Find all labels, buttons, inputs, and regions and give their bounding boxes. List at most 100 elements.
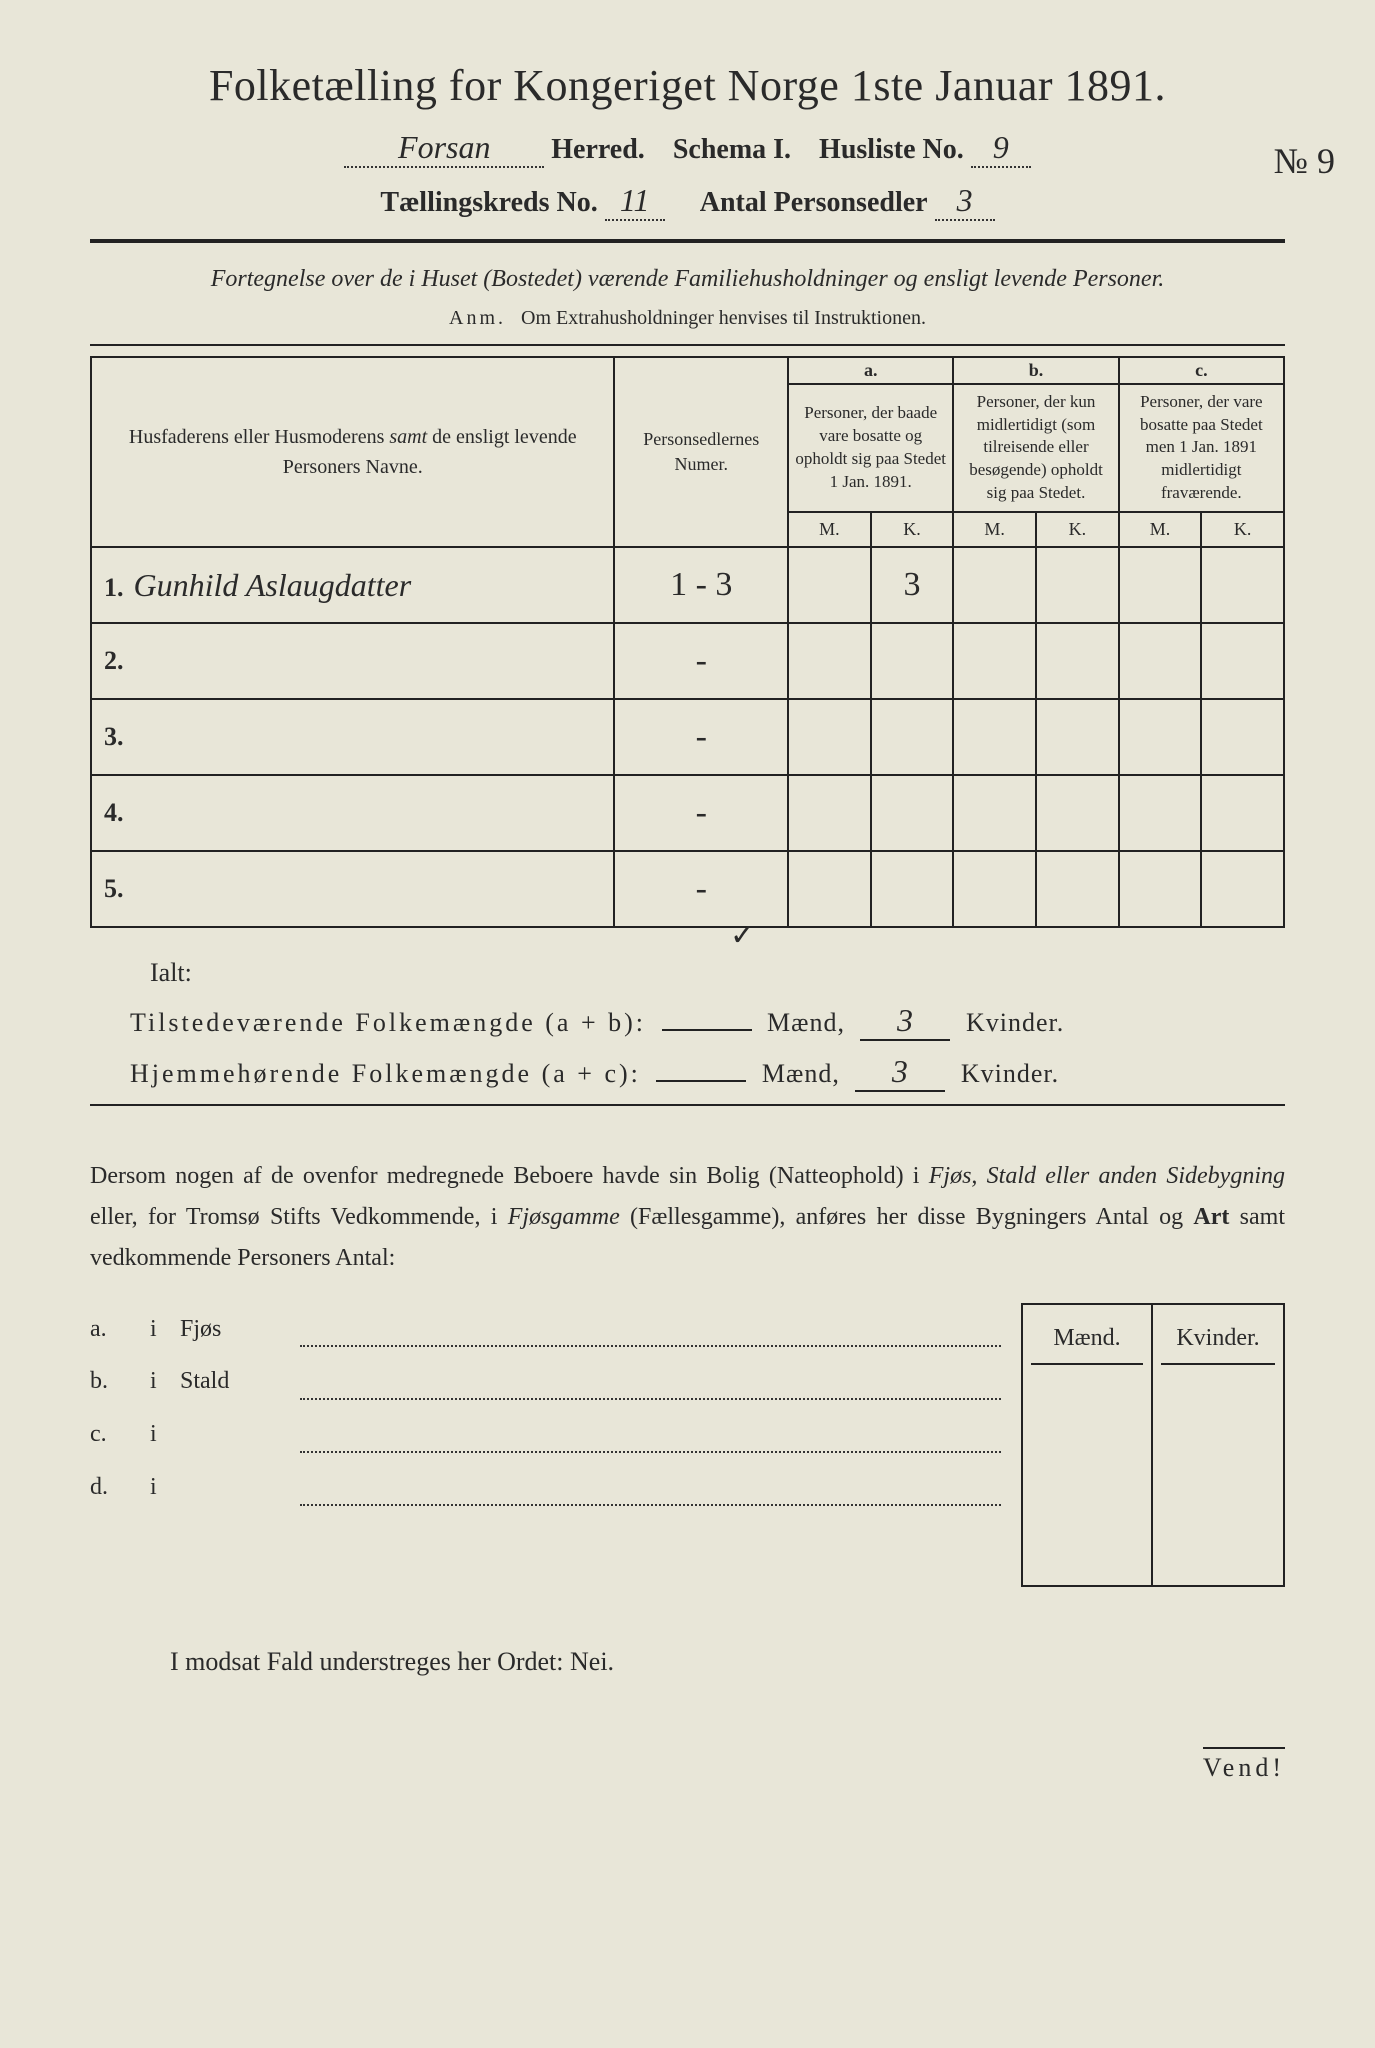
row-a-m [788,775,871,851]
row-c-m [1119,547,1202,623]
sum2-k: 3 [855,1053,945,1092]
sub-table: a.iFjøsb.iStaldc.id.i Mænd. Kvinder. [90,1303,1285,1587]
table-row: 3.- [91,699,1284,775]
divider [90,239,1285,243]
divider-thin-2 [90,1104,1285,1106]
census-form-page: Folketælling for Kongeriget Norge 1ste J… [90,60,1285,1677]
row-name: 4. [91,775,614,851]
sub-name [180,1461,300,1514]
vend-label: Vend! [1203,1747,1285,1783]
row-num-cell: - [614,699,788,775]
sub-dots [300,1355,1001,1400]
sum1-m [662,1029,752,1031]
row-num-cell: - [614,851,788,927]
table-row: 5.- [91,851,1284,927]
row-name: 3. [91,699,614,775]
sub-dots [300,1408,1001,1453]
sub-row: c.i [90,1408,1001,1461]
sub-list: a.iFjøsb.iStaldc.id.i [90,1303,1021,1514]
row-b-k [1036,623,1119,699]
col-a-text: Personer, der baade vare bosatte og opho… [788,384,953,513]
col-c-k: K. [1201,512,1284,547]
mk-header-m: Mænd. [1031,1315,1143,1365]
row-a-k [871,699,954,775]
row-b-m [953,775,1036,851]
row-name: 5. [91,851,614,927]
row-a-k [871,623,954,699]
sub-row: b.iStald [90,1355,1001,1408]
row-a-m [788,623,871,699]
row-b-m [953,851,1036,927]
col-header-name: Husfaderens eller Husmoderens samt de en… [91,357,614,548]
kreds-field: 11 [605,182,665,221]
col-c-text: Personer, der vare bosatte paa Stedet me… [1119,384,1284,513]
kvinder-label-2: Kvinder. [961,1059,1059,1088]
mk-box: Mænd. Kvinder. [1021,1303,1285,1587]
col-a-m: M. [788,512,871,547]
kreds-label: Tællingskreds No. [380,187,597,218]
table-row: 2.- [91,623,1284,699]
mk-header-k: Kvinder. [1161,1315,1275,1365]
summary-line-1: Tilstedeværende Folkemængde (a + b): Mæn… [130,1002,1285,1041]
main-table: Husfaderens eller Husmoderens samt de en… [90,356,1285,929]
husliste-label: Husliste No. [819,134,964,165]
mk-body-m [1031,1365,1143,1575]
sum1-label: Tilstedeværende Folkemængde (a + b): [130,1008,646,1037]
row-num-cell: 1 - 3 [614,547,788,623]
col-b-text: Personer, der kun midlertidigt (som tilr… [953,384,1118,513]
sub-name: Stald [180,1355,300,1408]
schema-label: Schema I. [673,134,791,165]
anm-text: Om Extrahusholdninger henvises til Instr… [521,307,926,329]
mk-col-k: Kvinder. [1153,1305,1283,1585]
col-header-num: Personsedlernes Numer. [614,357,788,548]
sub-label: b. [90,1355,150,1408]
husliste-field: 9 [971,129,1031,168]
row-c-m [1119,699,1202,775]
row-b-m [953,547,1036,623]
row-a-m [788,699,871,775]
mk-box-wrap: Mænd. Kvinder. [1021,1303,1285,1587]
row-b-k [1036,547,1119,623]
sub-dots [300,1461,1001,1506]
sum2-label: Hjemmehørende Folkemængde (a + c): [130,1059,641,1088]
col-a-k: K. [871,512,954,547]
row-num-cell: - [614,775,788,851]
row-c-m [1119,851,1202,927]
row-c-k [1201,699,1284,775]
sub-name: Fjøs [180,1303,300,1356]
subtitle: Fortegnelse over de i Huset (Bostedet) v… [90,263,1285,297]
sub-row: a.iFjøs [90,1303,1001,1356]
row-b-m [953,623,1036,699]
sum2-m [656,1080,746,1082]
tick-mark: ✓ [730,918,755,953]
col-a-label: a. [788,357,953,384]
col-b-m: M. [953,512,1036,547]
sub-i: i [150,1303,180,1356]
maend-label-2: Mænd, [762,1059,840,1088]
col-b-label: b. [953,357,1118,384]
personsedler-label: Antal Personsedler [700,187,928,218]
anm-label: Anm. [449,307,506,329]
sub-label: d. [90,1461,150,1514]
footer-line: I modsat Fald understreges her Ordet: Ne… [170,1647,1285,1677]
sub-i: i [150,1408,180,1461]
row-b-k [1036,699,1119,775]
row-b-m [953,699,1036,775]
anm-line: Anm. Om Extrahusholdninger henvises til … [90,307,1285,330]
col-c-label: c. [1119,357,1284,384]
margin-note: № 9 [1274,140,1335,182]
col-c-m: M. [1119,512,1202,547]
sub-name [180,1408,300,1461]
herred-field: Forsan [344,129,544,168]
row-a-k [871,851,954,927]
sub-row: d.i [90,1461,1001,1514]
row-c-k [1201,547,1284,623]
row-a-m [788,547,871,623]
divider-thin [90,344,1285,346]
row-c-k [1201,623,1284,699]
row-a-k: 3 [871,547,954,623]
row-name: 2. [91,623,614,699]
row-a-k [871,775,954,851]
sub-dots [300,1303,1001,1348]
ialt-label: Ialt: [150,958,1285,988]
